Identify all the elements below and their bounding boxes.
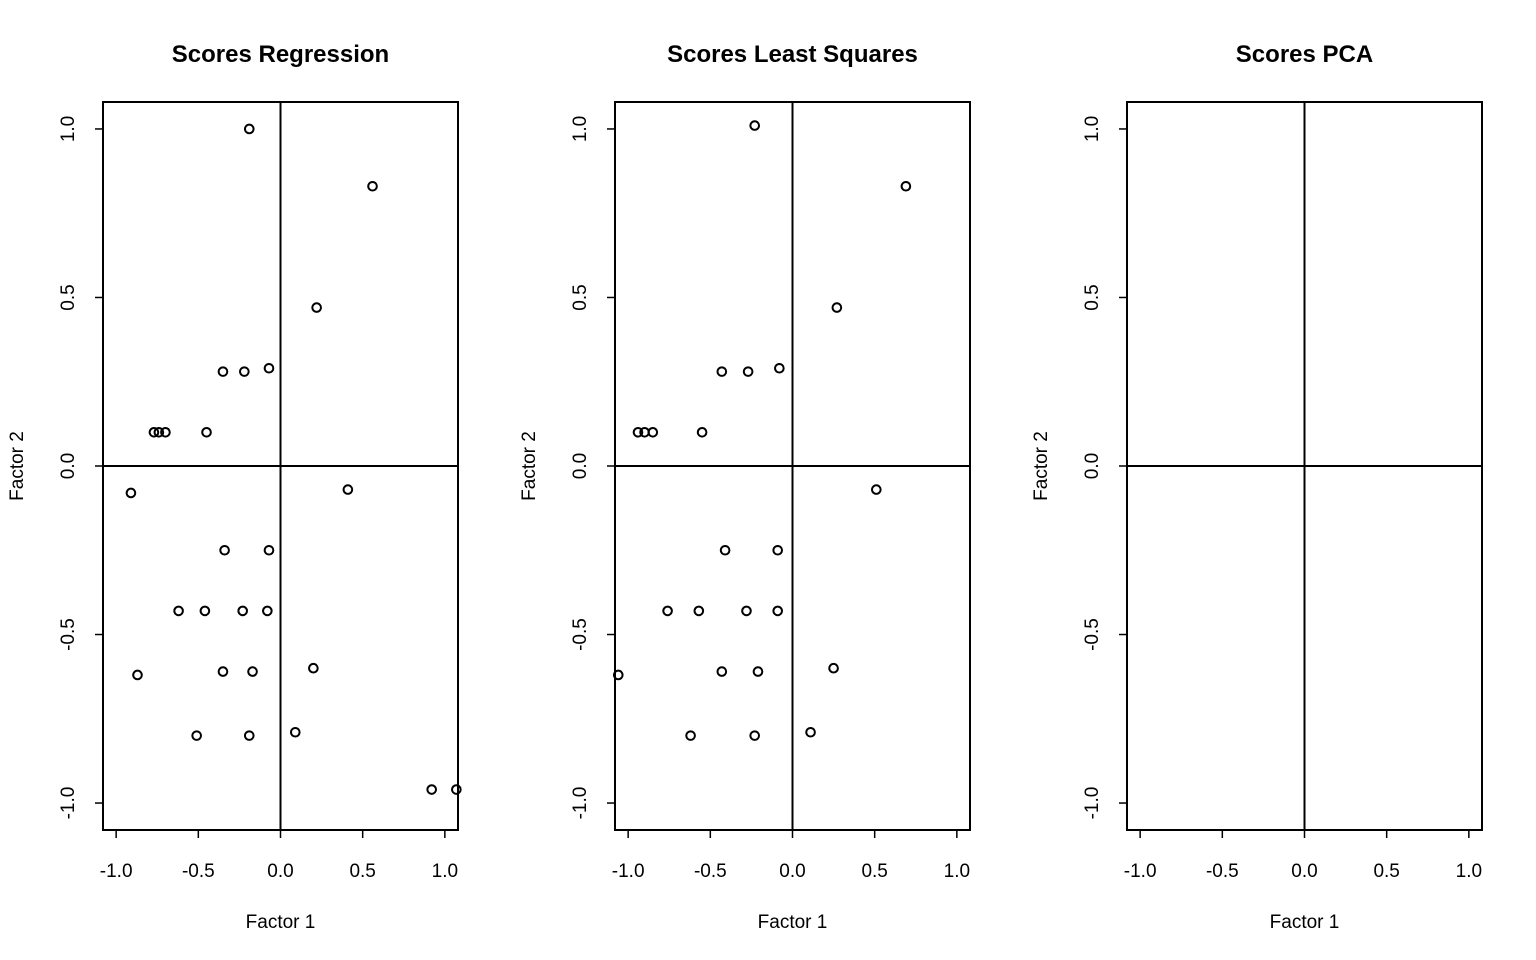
data-point (752, 666, 764, 677)
data-point (217, 366, 229, 377)
data-point (219, 544, 230, 556)
y-axis-label: Factor 2 (1031, 431, 1052, 501)
data-point (662, 605, 673, 617)
data-point (426, 784, 438, 795)
x-tick-label: -0.5 (182, 861, 215, 882)
chart-title: Scores Regression (172, 41, 389, 68)
x-axis-label: Factor 1 (1270, 912, 1340, 933)
x-tick-label: -1.0 (1124, 861, 1157, 882)
data-point (805, 726, 816, 738)
x-axis-label: Factor 1 (758, 912, 828, 933)
data-point (173, 605, 184, 617)
data-point (871, 484, 882, 495)
data-point (148, 426, 160, 438)
data-point (774, 362, 785, 374)
data-point (247, 666, 258, 677)
data-point (741, 605, 752, 617)
data-point (749, 730, 760, 741)
data-point (160, 426, 171, 438)
data-point (716, 666, 728, 677)
x-tick-label: 0.5 (861, 861, 887, 882)
data-point (749, 120, 760, 131)
y-tick-label: -1.0 (58, 787, 79, 820)
data-point (451, 784, 462, 795)
chart-title: Scores Least Squares (667, 41, 918, 68)
data-point (716, 366, 728, 377)
chart-title: Scores PCA (1236, 41, 1373, 68)
x-axis-label: Factor 1 (246, 912, 316, 933)
data-point (772, 544, 784, 556)
data-point (243, 730, 255, 741)
y-tick-label: -0.5 (58, 618, 79, 651)
y-tick-label: 1.0 (570, 116, 591, 142)
y-tick-label: 0.0 (58, 453, 79, 479)
data-point (719, 544, 731, 556)
data-point (199, 605, 211, 617)
data-point (900, 180, 912, 192)
data-point (828, 662, 839, 674)
data-point (342, 484, 354, 495)
y-tick-label: -0.5 (570, 618, 591, 651)
y-tick-label: -0.5 (1082, 618, 1103, 651)
data-point (237, 605, 248, 617)
data-point (239, 366, 250, 377)
y-tick-label: 1.0 (58, 116, 79, 142)
y-tick-label: 0.5 (570, 284, 591, 310)
x-tick-label: 0.5 (349, 861, 375, 882)
data-point (191, 730, 202, 741)
data-point (693, 605, 705, 617)
data-point (647, 426, 659, 438)
data-point (696, 426, 708, 438)
y-tick-label: 0.5 (58, 284, 79, 310)
data-point (632, 426, 644, 438)
data-point (367, 180, 378, 192)
x-tick-label: 1.0 (944, 861, 970, 882)
x-tick-label: 0.0 (267, 861, 293, 882)
y-tick-label: -1.0 (1082, 787, 1103, 820)
data-point (125, 487, 137, 499)
x-tick-label: 1.0 (432, 861, 458, 882)
chart-panel-3: Scores PCA -1.0 -0.5 0.0 0.5 1.0 -1.0 -0.5 0.0 0.… (1031, 41, 1483, 933)
data-point (308, 662, 319, 674)
data-point (153, 426, 165, 438)
data-point (132, 669, 143, 681)
x-tick-label: 0.0 (779, 861, 805, 882)
data-point (263, 362, 275, 374)
y-axis-label: Factor 2 (7, 431, 28, 501)
x-tick-label: 1.0 (1456, 861, 1482, 882)
data-point (243, 123, 255, 135)
data-point (742, 366, 754, 377)
data-point (217, 666, 229, 677)
x-tick-label: 0.5 (1373, 861, 1399, 882)
y-tick-label: 0.5 (1082, 284, 1103, 310)
data-point (263, 544, 275, 556)
x-tick-label: -0.5 (1206, 861, 1239, 882)
chart-panel-2: Scores Least Squares -1.0 -0.5 0.0 0.5 1.0 -1.… (519, 41, 971, 933)
x-tick-label: -1.0 (612, 861, 645, 882)
y-tick-label: 0.0 (1082, 453, 1103, 479)
data-point (201, 426, 212, 438)
y-tick-label: -1.0 (570, 787, 591, 820)
y-axis-label: Factor 2 (519, 431, 540, 501)
data-point (772, 605, 784, 617)
x-tick-label: -1.0 (100, 861, 133, 882)
data-point (262, 605, 273, 617)
data-point (289, 726, 301, 738)
data-point (685, 730, 696, 741)
chart-panel-1: Scores Regression -1.0 -0.5 0.0 0.5 1.0 -1.0 -0… (7, 41, 462, 933)
data-point (311, 302, 322, 313)
x-tick-label: 0.0 (1291, 861, 1317, 882)
x-tick-label: -0.5 (694, 861, 727, 882)
y-tick-label: 0.0 (570, 453, 591, 479)
data-point (612, 669, 624, 681)
y-tick-label: 1.0 (1082, 116, 1103, 142)
data-point (831, 302, 843, 313)
